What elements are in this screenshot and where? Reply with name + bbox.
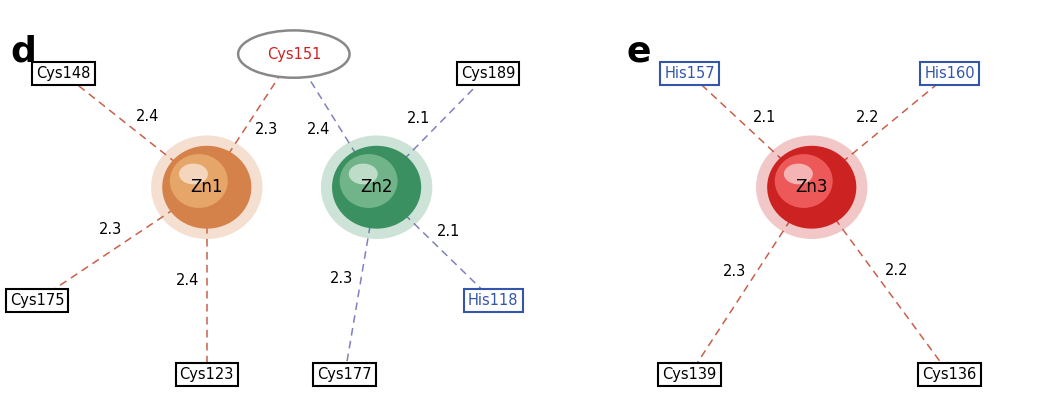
- Text: 2.1: 2.1: [407, 111, 430, 126]
- Ellipse shape: [238, 31, 350, 78]
- Ellipse shape: [162, 146, 252, 229]
- Text: 2.2: 2.2: [856, 110, 880, 125]
- Text: Cys151: Cys151: [266, 46, 321, 61]
- Ellipse shape: [321, 136, 433, 239]
- Text: Cys148: Cys148: [37, 66, 91, 81]
- Text: His160: His160: [924, 66, 975, 81]
- Ellipse shape: [151, 136, 263, 239]
- Text: 2.3: 2.3: [100, 222, 123, 237]
- Ellipse shape: [340, 154, 397, 208]
- Text: Cys189: Cys189: [461, 66, 516, 81]
- Ellipse shape: [332, 146, 421, 229]
- Text: Zn2: Zn2: [361, 178, 393, 196]
- Text: 2.3: 2.3: [330, 271, 353, 286]
- Text: Zn3: Zn3: [795, 178, 828, 196]
- Text: d: d: [10, 34, 37, 68]
- Ellipse shape: [170, 154, 227, 208]
- Text: 2.2: 2.2: [885, 263, 909, 278]
- Text: 2.4: 2.4: [176, 274, 199, 289]
- Ellipse shape: [774, 154, 833, 208]
- Text: Cys177: Cys177: [318, 367, 372, 382]
- Text: Cys123: Cys123: [179, 367, 234, 382]
- Ellipse shape: [179, 164, 208, 184]
- Text: e: e: [626, 34, 651, 68]
- Text: Cys136: Cys136: [922, 367, 977, 382]
- Ellipse shape: [784, 164, 813, 184]
- Ellipse shape: [767, 146, 856, 229]
- Ellipse shape: [349, 164, 377, 184]
- Text: Zn1: Zn1: [191, 178, 223, 196]
- Text: Cys175: Cys175: [9, 293, 64, 308]
- Text: Cys139: Cys139: [662, 367, 717, 382]
- Text: 2.1: 2.1: [437, 224, 460, 239]
- Text: 2.3: 2.3: [255, 123, 279, 138]
- Text: 2.3: 2.3: [723, 264, 746, 279]
- Text: His118: His118: [468, 293, 519, 308]
- Text: 2.1: 2.1: [752, 110, 776, 125]
- Text: 2.4: 2.4: [136, 109, 159, 125]
- Text: 2.4: 2.4: [307, 122, 330, 137]
- Text: His157: His157: [664, 66, 715, 81]
- Ellipse shape: [756, 136, 868, 239]
